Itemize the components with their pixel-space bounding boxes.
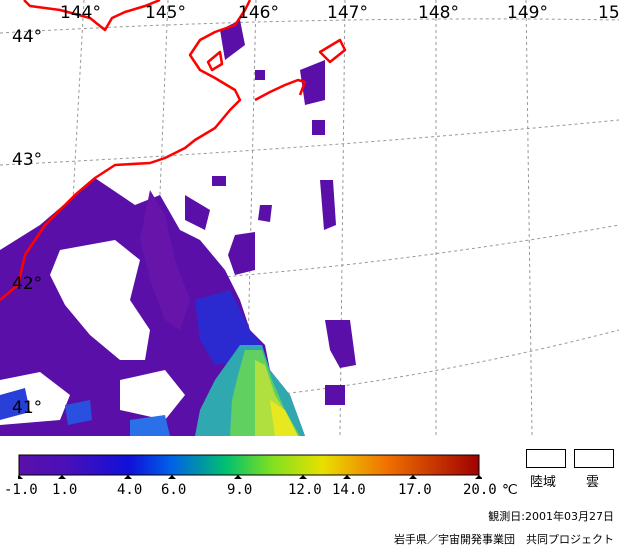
- colorbar-tick: 14.0: [332, 482, 366, 498]
- lon-label-149: 149°: [507, 3, 548, 23]
- sst-map: [0, 0, 619, 436]
- credit-line: 岩手県／宇宙開発事業団 共同プロジェクト: [394, 533, 614, 546]
- cloud-legend-swatch: [574, 449, 614, 468]
- lon-label-146: 146°: [238, 3, 279, 23]
- sst-field: [0, 20, 356, 436]
- cloud-legend-label: 雲: [586, 475, 600, 490]
- colorbar-tick: 1.0: [52, 482, 78, 498]
- observation-date: 観測日:2001年03月27日: [488, 510, 614, 523]
- land-legend-swatch: [526, 449, 566, 468]
- coastline: [0, 0, 347, 301]
- colorbar-tick: 6.0: [161, 482, 187, 498]
- colorbar-tick: 20.0: [463, 482, 497, 498]
- land-legend-label: 陸域: [530, 475, 557, 490]
- colorbar-tick: 4.0: [117, 482, 143, 498]
- lat-label-42: 42°: [12, 274, 43, 294]
- lon-label-148: 148°: [418, 3, 459, 23]
- colorbar-tick: 12.0: [288, 482, 322, 498]
- colorbar-tick: 9.0: [227, 482, 253, 498]
- colorbar-tick: -1.0: [4, 482, 38, 498]
- lon-label-144: 144°: [60, 3, 101, 23]
- colorbar: [18, 454, 482, 479]
- colorbar-tick: 17.0: [398, 482, 432, 498]
- lon-label-145: 145°: [145, 3, 186, 23]
- colorbar-unit: ℃: [502, 482, 518, 498]
- lat-label-41: 41°: [12, 398, 43, 418]
- lat-label-43: 43°: [12, 150, 43, 170]
- lon-label-150: 15: [598, 3, 619, 23]
- lat-label-44: 44°: [12, 27, 43, 47]
- lon-label-147: 147°: [327, 3, 368, 23]
